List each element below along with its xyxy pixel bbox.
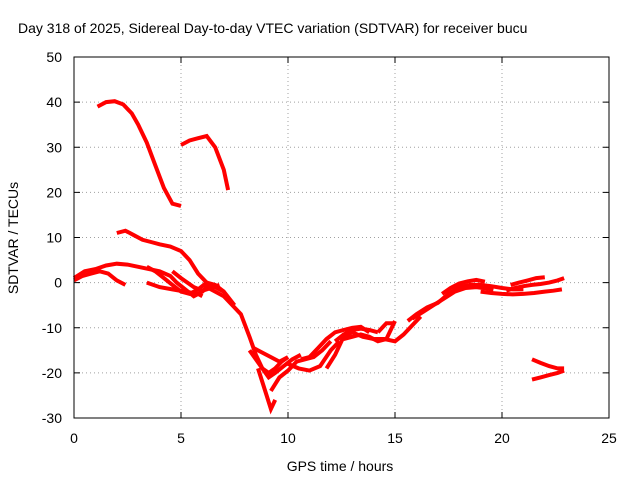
x-tick-label: 10 xyxy=(280,430,296,446)
series-arc-16 xyxy=(324,315,423,370)
y-tick-label: -10 xyxy=(42,320,62,336)
series-arc-17 xyxy=(343,320,397,344)
series-arc-13 xyxy=(252,346,289,364)
y-axis-title: SDTVAR / TECUs xyxy=(5,182,21,294)
x-tick-label: 15 xyxy=(387,430,403,446)
chart-title: Day 318 of 2025, Sidereal Day-to-day VTE… xyxy=(18,20,527,36)
series-arc-24 xyxy=(505,276,565,293)
series-arc-5 xyxy=(73,269,127,287)
series-arc-20 xyxy=(406,282,524,323)
x-tick-labels: 0 5 10 15 20 25 xyxy=(70,430,617,446)
series-arc-7 xyxy=(171,269,221,293)
y-tick-label: 10 xyxy=(46,230,62,246)
series-arc-19 xyxy=(376,321,395,334)
x-tick-label: 5 xyxy=(177,430,185,446)
series-arc-11 xyxy=(256,367,278,415)
series-arc-21 xyxy=(411,285,494,321)
y-tick-label: 40 xyxy=(46,94,62,110)
axis-ticks xyxy=(73,56,610,419)
x-axis-title: GPS time / hours xyxy=(287,458,394,474)
y-tick-label: 50 xyxy=(46,49,62,65)
series-arc-26 xyxy=(531,357,565,371)
series-arc-22 xyxy=(440,277,486,296)
y-tick-label: -20 xyxy=(42,365,62,381)
x-tick-label: 0 xyxy=(70,430,78,446)
series-arc-15 xyxy=(287,339,341,373)
y-tick-label: 30 xyxy=(46,139,62,155)
series-arc-9 xyxy=(205,285,302,381)
series-arc-23 xyxy=(480,287,563,297)
series-arc-8 xyxy=(146,280,204,298)
x-tick-label: 20 xyxy=(494,430,510,446)
y-tick-label: 0 xyxy=(54,275,62,291)
x-tick-label: 25 xyxy=(601,430,617,446)
series-arc-1 xyxy=(96,99,182,208)
series-arc-2 xyxy=(180,133,231,191)
series-arc-12 xyxy=(269,339,333,392)
series-arc-18 xyxy=(333,326,379,343)
y-tick-label: -30 xyxy=(42,410,62,426)
series-arc-27 xyxy=(531,368,565,382)
y-tick-label: 20 xyxy=(46,184,62,200)
data-traces xyxy=(72,99,565,415)
y-tick-labels: -30 -20 -10 0 10 20 30 40 50 xyxy=(42,49,62,426)
series-arc-25 xyxy=(510,275,546,287)
grid xyxy=(74,57,609,418)
